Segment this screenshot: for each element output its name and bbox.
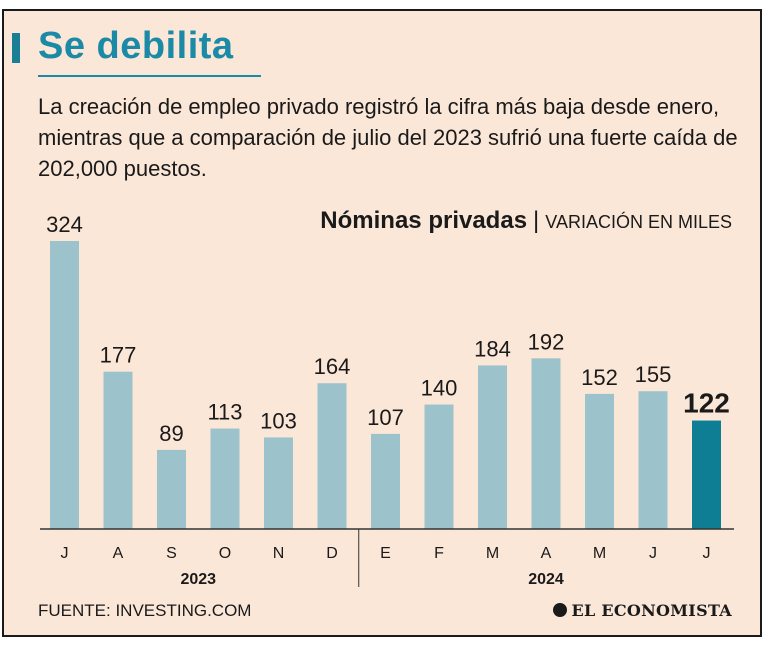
bar-value-label-8: 184 <box>474 336 511 361</box>
chart-title: Nóminas privadas <box>320 207 528 234</box>
bar-4 <box>264 437 293 529</box>
x-tick-label-5: D <box>326 545 338 562</box>
bar-9 <box>531 358 561 529</box>
bar-1 <box>103 371 133 529</box>
bar-value-label-7: 140 <box>421 376 458 401</box>
bar-6 <box>371 433 400 529</box>
bar-value-label-10: 152 <box>581 365 618 390</box>
x-tick-label-8: M <box>486 545 499 562</box>
infographic-frame: Se debilita La creación de empleo privad… <box>2 9 762 637</box>
chart-title-separator: | <box>533 207 540 234</box>
bar-10 <box>585 393 614 529</box>
chart-unit-label: VARIACIÓN EN MILES <box>545 212 732 232</box>
x-tick-label-12: J <box>703 545 711 562</box>
brand-name: EL ECONOMISTA <box>571 601 732 620</box>
bar-value-label-1: 177 <box>100 343 137 368</box>
bar-chart: 324 J 177 A 89 S 113 O 103 N 164 D 107 E 140 F 184 M 192 A 1… <box>40 212 734 588</box>
year-label-1: 2024 <box>528 571 564 588</box>
bar-value-label-6: 107 <box>367 405 404 430</box>
x-tick-label-3: O <box>219 545 231 562</box>
bar-value-label-11: 155 <box>635 362 672 387</box>
bar-value-label-2: 89 <box>159 421 183 446</box>
bar-12 <box>692 420 721 529</box>
bar-11 <box>638 391 668 529</box>
x-tick-label-2: S <box>166 545 177 562</box>
bar-value-label-4: 103 <box>260 408 297 433</box>
x-tick-label-7: F <box>434 545 444 562</box>
bar-7 <box>424 404 454 529</box>
bar-value-label-5: 164 <box>314 354 351 379</box>
title-underline <box>38 75 261 77</box>
x-tick-label-11: J <box>649 545 657 562</box>
x-tick-label-6: E <box>380 545 391 562</box>
x-tick-label-9: A <box>541 545 552 562</box>
bar-value-label-9: 192 <box>528 329 565 354</box>
bar-3 <box>210 428 240 529</box>
x-tick-label-1: A <box>113 545 124 562</box>
bar-value-label-3: 113 <box>207 400 242 425</box>
source-note: FUENTE: INVESTING.COM <box>38 601 252 620</box>
x-tick-label-0: J <box>61 545 69 562</box>
bar-8 <box>478 365 507 529</box>
bar-5 <box>317 383 347 529</box>
year-label-0: 2023 <box>180 571 216 588</box>
brand-logo: EL ECONOMISTA <box>553 601 732 620</box>
bar-2 <box>157 449 186 529</box>
bar-value-label-0: 324 <box>46 212 83 237</box>
bar-0 <box>50 241 79 529</box>
chart-heading: Nóminas privadas | VARIACIÓN EN MILES <box>320 207 732 235</box>
title-accent-bar <box>12 33 20 63</box>
x-tick-label-10: M <box>593 545 606 562</box>
page-subtitle: La creación de empleo privado registró l… <box>38 94 738 181</box>
bar-value-label-12: 122 <box>683 388 730 419</box>
x-tick-label-4: N <box>273 545 285 562</box>
page-title: Se debilita <box>38 25 234 67</box>
brand-mark-icon <box>553 603 568 617</box>
